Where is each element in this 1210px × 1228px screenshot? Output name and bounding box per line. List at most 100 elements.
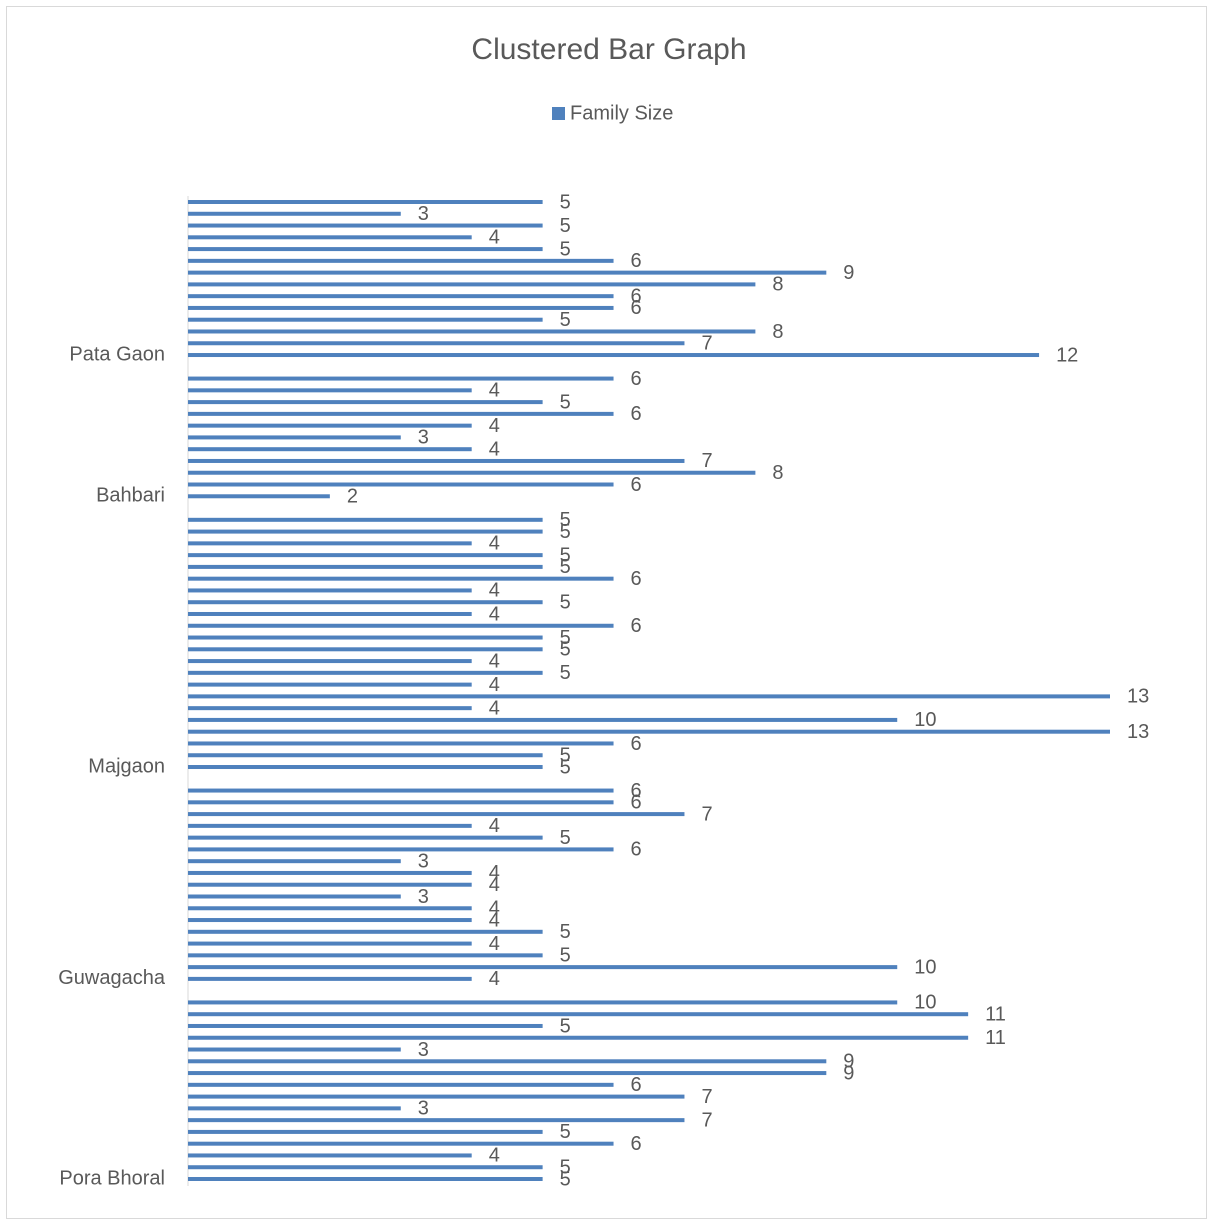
data-label: 4	[489, 909, 500, 931]
data-label: 5	[560, 544, 571, 566]
data-label: 4	[489, 815, 500, 837]
bar	[188, 1012, 969, 1017]
data-label: 3	[418, 1098, 429, 1120]
bar	[188, 211, 401, 216]
bar	[188, 1071, 827, 1076]
bar	[188, 200, 543, 204]
bar	[188, 423, 472, 428]
data-label: 4	[489, 933, 500, 955]
data-label: 4	[489, 580, 500, 602]
data-label: 6	[631, 733, 642, 755]
data-label: 5	[560, 556, 571, 578]
data-label: 8	[772, 274, 783, 296]
data-label: 6	[631, 297, 642, 319]
data-label: 5	[560, 509, 571, 531]
bar	[188, 906, 472, 911]
bar	[188, 1165, 543, 1170]
data-label: 7	[701, 1109, 712, 1131]
data-label: 5	[560, 1168, 571, 1190]
bar	[188, 470, 756, 475]
bar	[188, 600, 543, 605]
data-label: 6	[631, 403, 642, 425]
chart-title: Clustered Bar Graph	[471, 33, 746, 66]
bar	[188, 1082, 614, 1087]
bar	[188, 894, 401, 899]
bar	[188, 235, 472, 240]
data-label: 5	[560, 827, 571, 849]
data-label: 7	[701, 1086, 712, 1108]
bar	[188, 823, 472, 828]
bar	[188, 1141, 614, 1146]
data-label: 4	[489, 898, 500, 920]
bar	[188, 647, 543, 652]
bar	[188, 1000, 898, 1005]
bar	[188, 623, 614, 628]
bar	[188, 247, 543, 252]
data-label: 6	[631, 285, 642, 307]
bar	[188, 694, 1110, 699]
data-label: 3	[418, 203, 429, 225]
data-label: 4	[489, 227, 500, 249]
data-label: 6	[631, 839, 642, 861]
y-tick-label: Pora Bhoral	[59, 1167, 165, 1189]
bar	[188, 388, 472, 393]
data-label: 5	[560, 1121, 571, 1143]
bar	[188, 458, 685, 463]
bar	[188, 282, 756, 287]
data-label: 6	[631, 368, 642, 390]
bar	[188, 965, 898, 970]
data-label: 4	[489, 603, 500, 625]
data-label: 4	[489, 674, 500, 696]
bar	[188, 435, 401, 440]
data-label: 5	[560, 662, 571, 684]
data-label: 4	[489, 968, 500, 990]
data-label: 5	[560, 1157, 571, 1179]
data-label: 3	[418, 886, 429, 908]
y-tick-label: Guwagacha	[58, 967, 166, 989]
data-label: 9	[843, 262, 854, 284]
data-label: 7	[701, 450, 712, 472]
bar	[188, 753, 543, 758]
bar	[188, 447, 472, 452]
bar	[188, 529, 543, 534]
data-label: 7	[701, 803, 712, 825]
bar	[188, 729, 1110, 734]
bar	[188, 1129, 543, 1134]
bar	[188, 1047, 401, 1052]
y-tick-label: Majgaon	[88, 755, 165, 777]
bar	[188, 670, 543, 675]
bar	[188, 223, 543, 228]
bar	[188, 494, 330, 499]
bar	[188, 576, 614, 581]
bar	[188, 835, 543, 840]
bar	[188, 553, 543, 558]
bar	[188, 341, 685, 346]
data-label: 8	[772, 321, 783, 343]
data-label: 5	[560, 191, 571, 213]
bar	[188, 706, 472, 711]
bar	[188, 812, 685, 817]
bar	[188, 1059, 827, 1064]
bar	[188, 270, 827, 275]
bar	[188, 953, 543, 958]
data-label: 6	[631, 1133, 642, 1155]
bar	[188, 870, 472, 875]
bar	[188, 411, 614, 416]
data-label: 5	[560, 309, 571, 331]
data-label: 6	[631, 780, 642, 802]
legend-swatch	[552, 107, 565, 120]
data-label: 6	[631, 474, 642, 496]
data-label: 6	[631, 792, 642, 814]
bar	[188, 859, 401, 864]
bar	[188, 765, 543, 770]
bar	[188, 317, 543, 322]
bar	[188, 1023, 543, 1028]
data-label: 5	[560, 756, 571, 778]
data-label: 7	[701, 333, 712, 355]
data-label: 3	[418, 1039, 429, 1061]
bar	[188, 682, 472, 687]
data-label: 2	[347, 486, 358, 508]
data-label: 4	[489, 533, 500, 555]
data-label: 11	[985, 1003, 1006, 1025]
data-label: 6	[631, 568, 642, 590]
